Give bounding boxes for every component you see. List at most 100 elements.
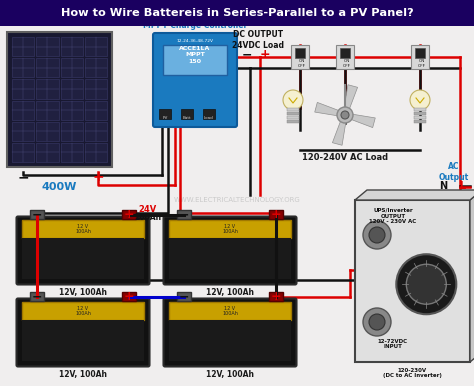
Text: ON: ON xyxy=(344,59,350,63)
Text: −: − xyxy=(179,208,189,222)
Text: −: − xyxy=(32,291,42,303)
Text: 12 V
100Ah: 12 V 100Ah xyxy=(75,306,91,317)
Bar xyxy=(22,238,144,279)
Polygon shape xyxy=(355,190,474,200)
Bar xyxy=(169,320,291,361)
Bar xyxy=(12,37,34,56)
Bar xyxy=(414,116,426,119)
Text: Load: Load xyxy=(204,116,214,120)
Text: 24V: 24V xyxy=(139,205,157,215)
Polygon shape xyxy=(332,115,347,145)
Bar xyxy=(169,302,291,320)
Bar xyxy=(22,320,144,361)
Text: 12V, 100Ah: 12V, 100Ah xyxy=(59,369,107,379)
Bar xyxy=(85,58,107,77)
Bar xyxy=(291,45,309,69)
Bar xyxy=(36,143,58,162)
Bar xyxy=(85,143,107,162)
Bar xyxy=(36,58,58,77)
Text: OFF: OFF xyxy=(343,64,351,68)
Bar xyxy=(177,210,191,219)
Bar xyxy=(61,122,83,141)
Text: −: − xyxy=(17,170,29,184)
Bar xyxy=(36,122,58,141)
Bar xyxy=(287,120,299,123)
Bar xyxy=(85,100,107,120)
Text: −: − xyxy=(242,49,252,61)
Text: Batt: Batt xyxy=(182,116,191,120)
Circle shape xyxy=(396,254,456,314)
Bar xyxy=(181,109,193,119)
Bar xyxy=(414,108,426,111)
Bar xyxy=(30,210,44,219)
Text: 12 V
100Ah: 12 V 100Ah xyxy=(222,223,238,234)
Polygon shape xyxy=(470,190,474,362)
Text: 12-24-36-48-72V: 12-24-36-48-72V xyxy=(176,39,213,43)
Bar xyxy=(85,80,107,98)
Bar xyxy=(269,210,283,219)
Bar xyxy=(122,210,136,219)
FancyBboxPatch shape xyxy=(153,33,237,127)
Text: ON: ON xyxy=(419,59,425,63)
Text: 12-72VDC
INPUT: 12-72VDC INPUT xyxy=(378,339,408,349)
Circle shape xyxy=(363,308,391,336)
Bar xyxy=(336,45,354,69)
FancyBboxPatch shape xyxy=(164,298,297,366)
Bar xyxy=(411,45,429,69)
Bar xyxy=(85,122,107,141)
Bar xyxy=(295,48,305,58)
Text: UPS/Inverter
OUTPUT
120V - 230V AC: UPS/Inverter OUTPUT 120V - 230V AC xyxy=(369,208,417,224)
Text: +: + xyxy=(92,170,104,184)
Bar xyxy=(269,292,283,301)
Bar xyxy=(7,32,112,167)
Bar xyxy=(122,292,136,301)
Text: OFF: OFF xyxy=(418,64,426,68)
Bar xyxy=(159,109,171,119)
Bar xyxy=(22,220,144,238)
Bar xyxy=(12,143,34,162)
Bar xyxy=(169,220,291,238)
Bar xyxy=(36,37,58,56)
Polygon shape xyxy=(0,0,474,26)
Bar xyxy=(169,238,291,279)
Bar xyxy=(61,58,83,77)
Text: DC OUTPUT
24VDC Load: DC OUTPUT 24VDC Load xyxy=(232,30,284,50)
Text: 12V, 100Ah: 12V, 100Ah xyxy=(206,369,254,379)
Bar xyxy=(287,112,299,115)
Circle shape xyxy=(369,314,385,330)
Text: +: + xyxy=(124,291,134,303)
Text: WWW.ELECTRICALTECHNOLOGY.ORG: WWW.ELECTRICALTECHNOLOGY.ORG xyxy=(173,197,301,203)
Text: −: − xyxy=(32,208,42,222)
Polygon shape xyxy=(343,85,357,115)
FancyBboxPatch shape xyxy=(17,217,149,284)
Text: ACCE1LA
MPPT
150: ACCE1LA MPPT 150 xyxy=(179,46,210,64)
Bar xyxy=(12,122,34,141)
Bar xyxy=(36,100,58,120)
Bar xyxy=(12,100,34,120)
Text: 120-230V
(DC to AC Inverter): 120-230V (DC to AC Inverter) xyxy=(383,367,442,378)
Circle shape xyxy=(406,264,447,304)
FancyBboxPatch shape xyxy=(17,298,149,366)
Polygon shape xyxy=(315,102,346,117)
FancyBboxPatch shape xyxy=(164,217,297,284)
Circle shape xyxy=(337,107,353,123)
Bar xyxy=(85,37,107,56)
Bar xyxy=(287,116,299,119)
Text: OFF: OFF xyxy=(298,64,306,68)
Text: 12 V
100Ah: 12 V 100Ah xyxy=(75,223,91,234)
Text: +: + xyxy=(260,49,270,61)
Circle shape xyxy=(363,221,391,249)
Bar xyxy=(30,292,44,301)
Bar xyxy=(287,108,299,111)
Text: MPPT Charge Controller: MPPT Charge Controller xyxy=(143,20,247,29)
Bar xyxy=(12,80,34,98)
Bar xyxy=(163,45,227,75)
Text: PV: PV xyxy=(162,116,168,120)
Circle shape xyxy=(369,227,385,243)
Bar xyxy=(414,120,426,123)
Bar xyxy=(355,200,470,362)
Bar xyxy=(12,58,34,77)
Bar xyxy=(61,100,83,120)
Circle shape xyxy=(283,90,303,110)
Text: AC
Output: AC Output xyxy=(439,162,469,182)
